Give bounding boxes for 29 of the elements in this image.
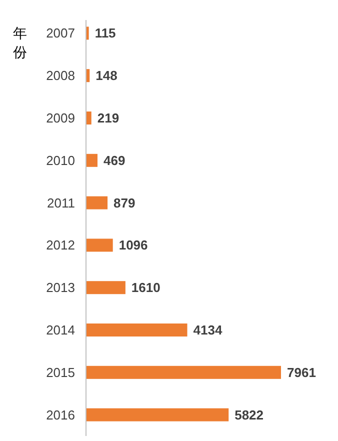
- data-label: 1610: [131, 280, 160, 296]
- data-label: 148: [96, 68, 118, 84]
- data-label: 4134: [193, 322, 223, 338]
- y-tick-label: 2014: [46, 322, 75, 338]
- y-tick-label: 2015: [46, 364, 75, 380]
- y-tick-label: 2008: [46, 68, 75, 84]
- data-label: 5822: [234, 407, 264, 422]
- data-label: 469: [103, 152, 126, 168]
- bar: [86, 238, 113, 252]
- bar: [86, 112, 92, 124]
- data-label: 115: [94, 26, 116, 41]
- y-tick-label: 2013: [46, 280, 75, 296]
- data-label: 1096: [118, 238, 148, 253]
- data-label: 879: [114, 195, 136, 210]
- data-label: 219: [97, 110, 120, 126]
- y-tick-label: 2011: [47, 195, 75, 210]
- y-axis-title: 年份: [13, 25, 27, 60]
- y-tick-label: 2007: [46, 26, 75, 41]
- bar: [86, 324, 188, 336]
- y-tick-label: 2009: [46, 110, 75, 126]
- y-tick-label: 2010: [46, 152, 75, 168]
- y-tick-label: 2012: [46, 238, 75, 253]
- bar: [86, 154, 98, 167]
- bar: [86, 196, 108, 210]
- y-tick-label: 2016: [46, 407, 75, 422]
- bar: [86, 366, 281, 379]
- bar: [86, 408, 229, 422]
- bar: [86, 281, 126, 294]
- data-label: 7961: [287, 364, 316, 380]
